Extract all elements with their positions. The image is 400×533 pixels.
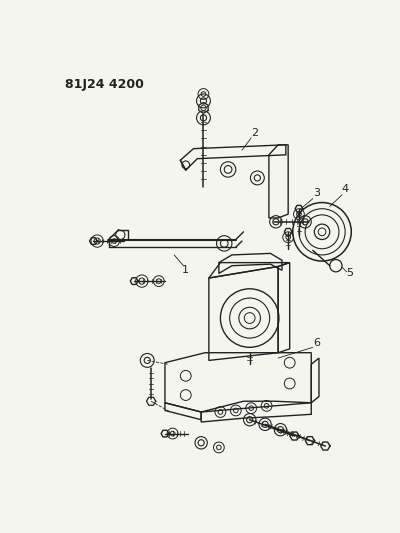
- Text: 5: 5: [346, 269, 353, 278]
- Text: 1: 1: [182, 265, 189, 276]
- Text: 3: 3: [313, 188, 320, 198]
- Text: 81J24 4200: 81J24 4200: [65, 78, 144, 91]
- Text: 2: 2: [252, 128, 259, 138]
- Text: 4: 4: [342, 184, 349, 193]
- Text: 6: 6: [313, 338, 320, 348]
